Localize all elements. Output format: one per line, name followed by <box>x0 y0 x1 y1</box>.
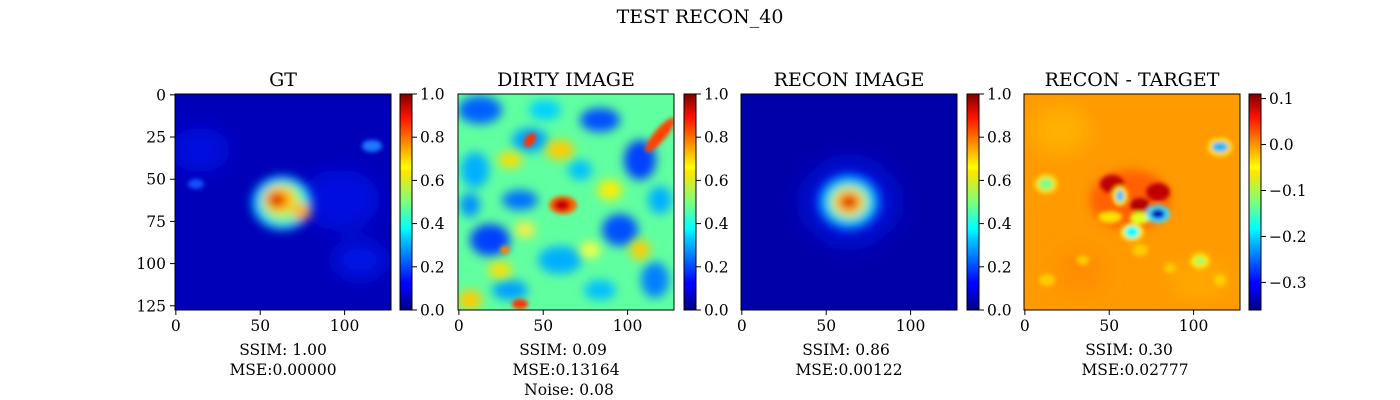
x-tick-label: 50 <box>816 317 836 335</box>
colorbar-tick-label-gt: 0.6 <box>420 172 445 190</box>
colorbar-tick-label-dirty: 0.8 <box>704 129 729 147</box>
colorbar-tick-label-diff: −0.3 <box>1269 274 1307 292</box>
colorbar-recon <box>966 93 980 311</box>
y-tick-label: 125 <box>136 297 166 315</box>
caption-dirty-line3: Noise: 0.08 <box>524 381 614 399</box>
heatmap-diff <box>1024 94 1240 310</box>
colorbar-tick-label-diff: −0.1 <box>1269 182 1307 200</box>
colorbar-tick-label-gt: 0.2 <box>420 258 445 276</box>
colorbar-dirty <box>683 93 697 311</box>
colorbar-tick-label-diff: −0.2 <box>1269 228 1307 246</box>
colorbar-tick-label-gt: 0.0 <box>420 302 445 320</box>
x-tick-label: 100 <box>1179 317 1209 335</box>
colorbar-tick-label-recon: 0.6 <box>987 172 1012 190</box>
panel-title-dirty: DIRTY IMAGE <box>497 69 635 91</box>
colorbar-tick-label-dirty: 0.0 <box>704 302 729 320</box>
panel-recon: RECON IMAGE 0 50 100 0.0 0.2 0.4 0.6 0.8 1.0 SS… <box>737 69 1012 379</box>
figure-title: TEST RECON_40 <box>617 6 784 28</box>
colorbar-diff <box>1248 93 1262 311</box>
caption-gt-line1: SSIM: 1.00 <box>239 341 327 359</box>
colorbar-tick-label-recon: 1.0 <box>987 86 1012 104</box>
colorbar-tick-label-recon: 0.8 <box>987 129 1012 147</box>
colorbar-tick-label-diff: 0.0 <box>1269 136 1294 154</box>
x-tick-label: 50 <box>533 317 553 335</box>
colorbar-tick-label-dirty: 0.6 <box>704 172 729 190</box>
caption-dirty-line1: SSIM: 0.09 <box>519 341 607 359</box>
x-tick-label: 0 <box>1020 317 1030 335</box>
colorbar-tick-label-recon: 0.0 <box>987 302 1012 320</box>
x-tick-label: 100 <box>896 317 926 335</box>
x-tick-label: 0 <box>171 317 181 335</box>
x-tick-label: 50 <box>250 317 270 335</box>
heatmap-recon <box>741 94 957 310</box>
colorbar-tick-label-gt: 1.0 <box>420 86 445 104</box>
colorbar-tick-label-recon: 0.4 <box>987 215 1012 233</box>
y-tick-label: 75 <box>146 213 166 231</box>
caption-diff-line2: MSE:0.02777 <box>1081 361 1188 379</box>
panel-diff: RECON - TARGET <box>1020 69 1307 379</box>
panel-title-recon: RECON IMAGE <box>774 69 925 91</box>
y-tick-label: 25 <box>146 129 166 147</box>
panel-title-diff: RECON - TARGET <box>1045 69 1220 91</box>
caption-recon-line2: MSE:0.00122 <box>795 361 902 379</box>
colorbar-tick-label-dirty: 1.0 <box>704 86 729 104</box>
x-tick-label: 0 <box>454 317 464 335</box>
panel-dirty: DIRTY IMAGE <box>454 69 729 399</box>
heatmap-gt <box>175 94 391 310</box>
caption-gt-line2: MSE:0.00000 <box>229 361 336 379</box>
panel-title-gt: GT <box>269 69 297 91</box>
x-tick-label: 50 <box>1099 317 1119 335</box>
colorbar-tick-label-diff: 0.1 <box>1269 90 1294 108</box>
y-tick-label: 100 <box>136 255 166 273</box>
x-tick-label: 0 <box>737 317 747 335</box>
colorbar-tick-label-dirty: 0.2 <box>704 258 729 276</box>
x-tick-label: 100 <box>613 317 643 335</box>
caption-dirty-line2: MSE:0.13164 <box>512 361 619 379</box>
colorbar-tick-label-gt: 0.8 <box>420 129 445 147</box>
colorbar-tick-label-recon: 0.2 <box>987 258 1012 276</box>
colorbar-gt <box>399 93 413 311</box>
caption-recon-line1: SSIM: 0.86 <box>802 341 890 359</box>
colorbar-tick-label-dirty: 0.4 <box>704 215 729 233</box>
colorbar-tick-label-gt: 0.4 <box>420 215 445 233</box>
heatmap-dirty <box>458 94 674 310</box>
y-tick-label: 50 <box>146 171 166 189</box>
x-tick-label: 100 <box>330 317 360 335</box>
y-tick-label: 0 <box>156 86 166 104</box>
caption-diff-line1: SSIM: 0.30 <box>1085 341 1173 359</box>
